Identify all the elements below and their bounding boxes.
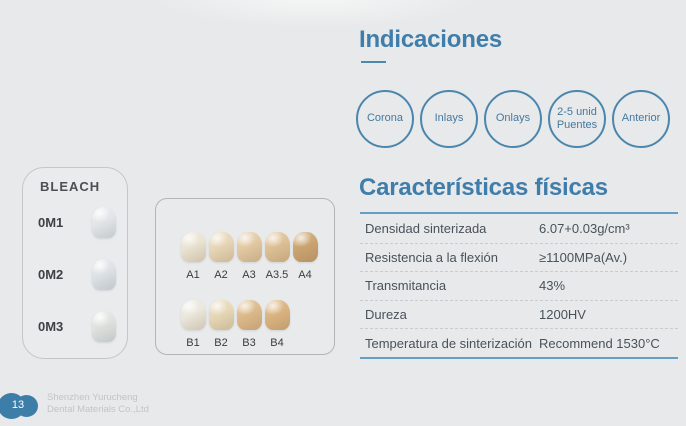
bleach-shade-row: 0M3 xyxy=(38,310,116,342)
shade-label: 0M1 xyxy=(38,214,64,230)
background-glow xyxy=(150,0,480,28)
shade-label: B2 xyxy=(214,337,228,349)
shade-sample: B1 xyxy=(180,300,206,349)
shade-sample: A2 xyxy=(208,232,234,281)
indication-circle-corona: Corona xyxy=(356,90,414,148)
shade-label: 0M3 xyxy=(38,318,64,334)
company-name-line1: Shenzhen Yurucheng xyxy=(47,392,138,403)
shade-row-a: A1 A2 A3 A3.5 A4 xyxy=(180,232,318,281)
bleach-shade-row: 0M2 xyxy=(38,258,116,290)
indication-circles: Corona Inlays Onlays 2-5 unid Puentes An… xyxy=(356,90,670,148)
shade-label: A2 xyxy=(214,269,228,281)
tooth-swatch xyxy=(236,232,262,262)
page-number: 13 xyxy=(11,399,25,411)
shade-sample: B3 xyxy=(236,300,262,349)
shade-sample: A1 xyxy=(180,232,206,281)
shade-label: A4 xyxy=(298,269,312,281)
spec-label: Dureza xyxy=(365,307,407,323)
shade-label: A3.5 xyxy=(265,269,289,281)
bleach-shade-panel: BLEACH 0M1 0M2 0M3 xyxy=(22,167,128,359)
indication-circle-anterior: Anterior xyxy=(612,90,670,148)
spec-row: Transmitancia 43% xyxy=(360,271,678,300)
tooth-swatch xyxy=(292,232,318,262)
spec-label: Densidad sinterizada xyxy=(365,220,487,236)
spec-label: Transmitancia xyxy=(365,278,447,294)
shade-label: B3 xyxy=(242,337,256,349)
spec-label: Resistencia a la flexión xyxy=(365,249,498,265)
tooth-swatch xyxy=(180,300,206,330)
spec-row: Densidad sinterizada 6.07+0.03g/cm³ xyxy=(360,214,678,243)
title-underline xyxy=(361,61,386,63)
indication-circle-inlays: Inlays xyxy=(420,90,478,148)
shade-label: A1 xyxy=(186,269,200,281)
vita-shade-panel: A1 A2 A3 A3.5 A4 B1 xyxy=(155,198,335,355)
shade-sample: A3 xyxy=(236,232,262,281)
shade-sample: A4 xyxy=(292,232,318,281)
shade-sample: B2 xyxy=(208,300,234,349)
spec-value: 1200HV xyxy=(539,307,586,323)
tooth-swatch xyxy=(208,232,234,262)
company-name-line2: Dental Materials Co.,Ltd xyxy=(47,403,149,415)
spec-value: 43% xyxy=(539,278,566,294)
tooth-swatch xyxy=(92,310,116,342)
indications-title: Indicaciones xyxy=(359,26,502,53)
page-number-badge: 13 xyxy=(0,393,40,419)
tooth-swatch xyxy=(208,300,234,330)
tooth-swatch xyxy=(92,206,116,238)
tooth-swatch xyxy=(264,300,290,330)
physical-characteristics-title: Características físicas xyxy=(359,174,608,201)
spec-value: Recommend 1530°C xyxy=(539,335,660,351)
shade-sample: A3.5 xyxy=(264,232,290,281)
spec-row: Dureza 1200HV xyxy=(360,299,678,329)
indication-circle-puentes: 2-5 unid Puentes xyxy=(548,90,606,148)
shade-label: 0M2 xyxy=(38,266,64,282)
spec-value: 6.07+0.03g/cm³ xyxy=(539,220,630,236)
spec-label: Temperatura de sinterización xyxy=(365,335,532,351)
shade-label: B4 xyxy=(270,337,284,349)
spec-table: Densidad sinterizada 6.07+0.03g/cm³ Resi… xyxy=(360,212,678,359)
bleach-shade-row: 0M1 xyxy=(38,206,116,238)
shade-row-b: B1 B2 B3 B4 xyxy=(180,300,290,349)
tooth-swatch xyxy=(92,258,116,290)
spec-row: Temperatura de sinterización Recommend 1… xyxy=(360,328,678,357)
tooth-swatch xyxy=(236,300,262,330)
page-footer: 13 Shenzhen Yurucheng Dental Materials C… xyxy=(0,388,300,426)
company-name: Shenzhen Yurucheng Dental Materials Co.,… xyxy=(47,392,149,415)
shade-sample: B4 xyxy=(264,300,290,349)
indication-circle-onlays: Onlays xyxy=(484,90,542,148)
shade-label: A3 xyxy=(242,269,256,281)
tooth-swatch xyxy=(264,232,290,262)
shade-label: B1 xyxy=(186,337,200,349)
spec-value: ≥1100MPa(Av.) xyxy=(539,249,628,265)
bleach-panel-title: BLEACH xyxy=(40,179,101,194)
tooth-swatch xyxy=(180,232,206,262)
spec-row: Resistencia a la flexión ≥1100MPa(Av.) xyxy=(360,242,678,272)
